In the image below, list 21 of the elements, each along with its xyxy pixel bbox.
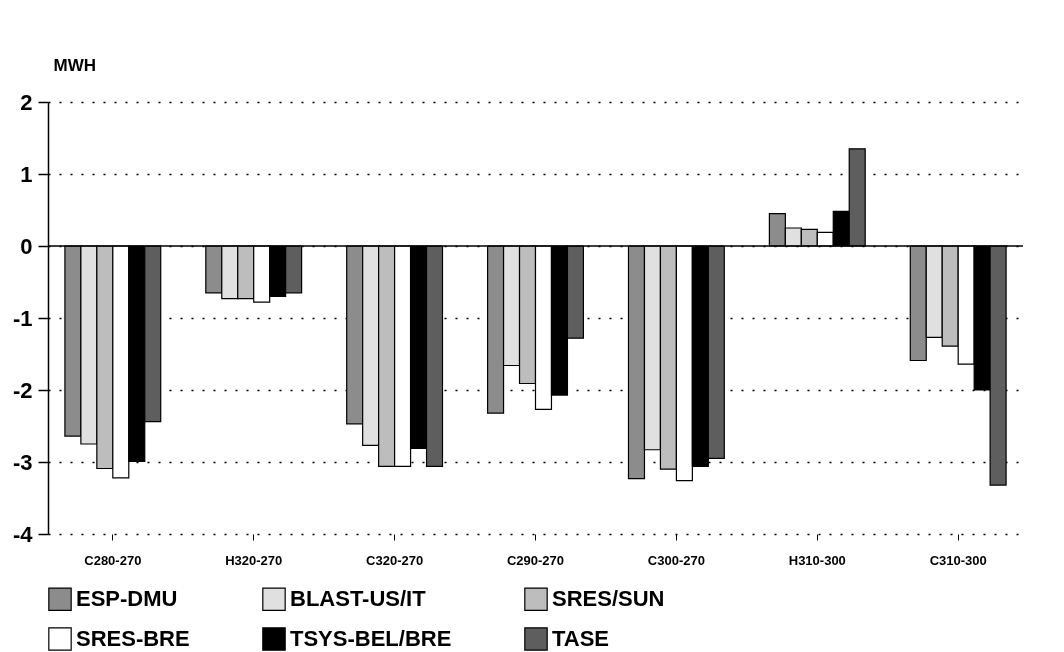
- x-tick-label: H310-300: [788, 552, 846, 568]
- x-tick-label: H320-270: [225, 552, 283, 568]
- legend-label: SRES-BRE: [76, 626, 190, 651]
- x-tick-label: C280-270: [84, 552, 142, 568]
- legend-label: TSYS-BEL/BRE: [290, 626, 452, 651]
- x-tick-label: C290-270: [506, 552, 565, 568]
- y-tick-label: -4: [12, 521, 34, 547]
- x-tick-label: C310-300: [929, 552, 987, 568]
- y-tick-label: 2: [20, 89, 33, 115]
- legend-label: TASE: [552, 626, 610, 651]
- y-tick-label: 1: [20, 161, 33, 187]
- y-tick-label: -2: [12, 377, 33, 403]
- y-tick-label: -1: [12, 305, 33, 331]
- legend-label: BLAST-US/IT: [290, 586, 427, 612]
- x-tick-label: C320-270: [366, 552, 424, 568]
- legend-label: SRES/SUN: [552, 586, 665, 612]
- y-tick-label: 0: [20, 233, 33, 259]
- x-tick-label: C300-270: [647, 552, 705, 568]
- y-axis-title: MWH: [53, 55, 96, 75]
- y-tick-label: -3: [12, 449, 33, 475]
- legend-label: ESP-DMU: [76, 586, 178, 612]
